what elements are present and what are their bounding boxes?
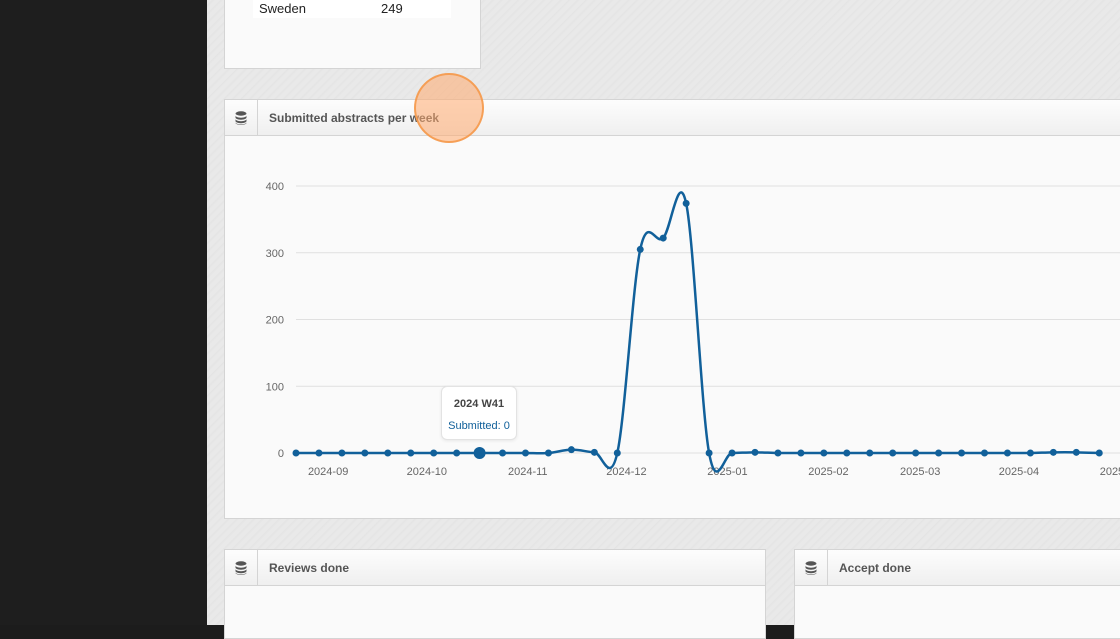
x-tick-label: 2025-03 — [900, 466, 940, 478]
x-tick-label: 2025-04 — [999, 466, 1039, 478]
data-point — [522, 449, 529, 457]
data-point — [797, 449, 805, 457]
x-tick-label: 2024-09 — [308, 466, 348, 478]
data-point — [567, 446, 575, 454]
data-point — [338, 449, 346, 457]
data-point — [889, 449, 897, 457]
country-count: 249 — [381, 1, 403, 16]
data-point — [774, 449, 782, 457]
country-name: Sweden — [259, 1, 306, 16]
series-line — [296, 191, 1100, 473]
x-tick-label: 2025-01 — [707, 466, 747, 478]
country-panel: Sweden 249 — [224, 0, 481, 69]
x-tick-label: 2024-10 — [407, 466, 447, 478]
data-point — [1095, 449, 1103, 457]
y-tick-label: 200 — [266, 315, 284, 327]
data-point — [430, 449, 438, 457]
data-point — [544, 449, 552, 457]
accept-panel: Accept done — [794, 549, 1120, 639]
y-tick-label: 300 — [266, 248, 284, 260]
y-tick-label: 400 — [266, 181, 284, 193]
data-point — [361, 449, 369, 457]
data-point — [935, 449, 943, 457]
data-point — [843, 449, 851, 457]
data-point — [1003, 449, 1011, 457]
chart-tooltip: 2024 W41 Submitted: 0 — [441, 386, 517, 440]
database-icon — [795, 550, 828, 585]
data-point — [590, 448, 598, 456]
data-point — [1049, 448, 1057, 456]
x-tick-label: 2025-05 — [1100, 466, 1120, 478]
data-point — [315, 449, 323, 457]
database-icon — [225, 550, 258, 585]
panel-header: Accept done — [795, 550, 1120, 586]
data-point — [820, 449, 828, 457]
x-tick-label: 2024-11 — [508, 466, 548, 478]
submitted-chart: 0 100 200 300 400 2024-09 2024-10 2024-11 2024-1… — [266, 181, 1120, 478]
database-icon — [225, 100, 258, 135]
reviews-panel: Reviews done — [224, 549, 766, 639]
data-point — [636, 245, 644, 253]
data-point — [866, 449, 874, 457]
data-point — [1072, 448, 1080, 456]
tooltip-title: 2024 W41 — [453, 398, 505, 410]
data-point — [1026, 449, 1034, 457]
panel-header: Submitted abstracts per week — [225, 100, 1120, 136]
panel-title: Accept done — [839, 561, 912, 575]
data-point — [912, 449, 920, 457]
panel-header: Reviews done — [225, 550, 765, 586]
data-point — [453, 449, 461, 457]
data-point — [407, 449, 415, 457]
x-tick-label: 2024-12 — [606, 466, 646, 478]
y-tick-label: 100 — [266, 381, 284, 393]
data-point — [499, 449, 507, 457]
data-point — [981, 449, 988, 457]
panel-title: Submitted abstracts per week — [269, 111, 440, 125]
data-point — [958, 449, 966, 457]
data-point — [751, 448, 759, 456]
y-tick-label: 0 — [278, 448, 284, 460]
sidebar — [0, 0, 207, 625]
panel-title: Reviews done — [269, 561, 350, 575]
data-point — [292, 449, 300, 457]
data-point — [659, 234, 667, 242]
highlighted-data-point — [473, 447, 486, 459]
tooltip-value: Submitted: 0 — [448, 420, 510, 432]
table-row: Sweden 249 — [253, 0, 451, 18]
x-tick-label: 2025-02 — [808, 466, 848, 478]
data-point — [682, 199, 690, 207]
data-point — [613, 449, 621, 457]
data-point — [705, 449, 713, 457]
data-point — [384, 449, 392, 457]
submitted-panel: Submitted abstracts per week — [224, 99, 1120, 519]
data-point — [728, 449, 736, 457]
